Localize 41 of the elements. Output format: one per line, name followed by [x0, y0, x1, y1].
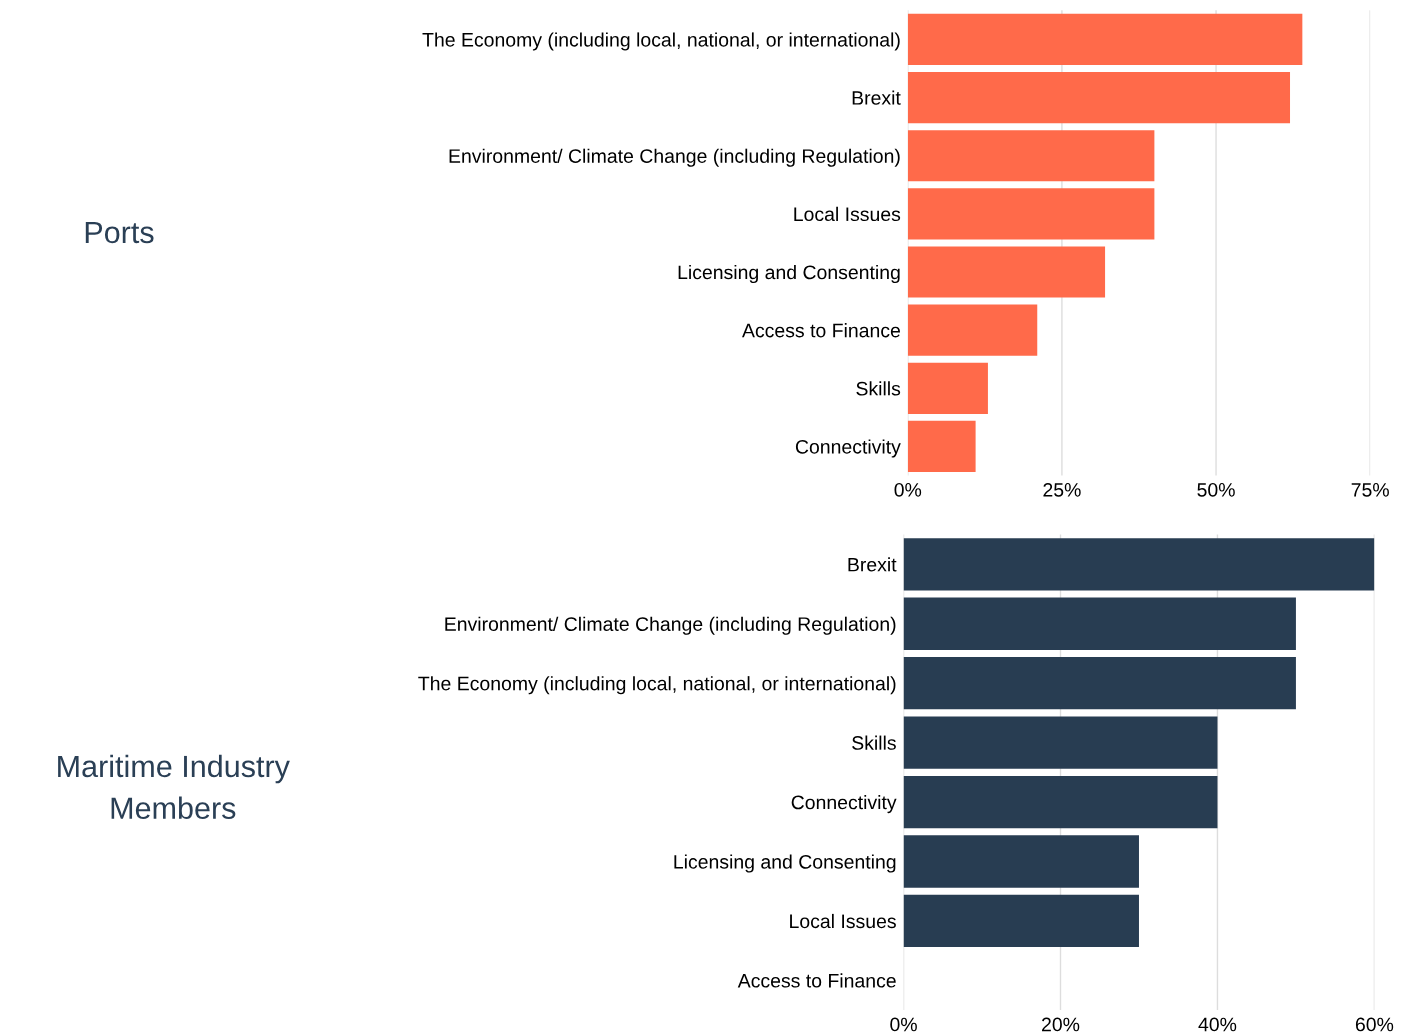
y-tick-label: Connectivity: [795, 439, 901, 458]
bar: [907, 130, 1155, 182]
bar: [907, 304, 1038, 356]
bar: [907, 13, 1303, 66]
y-tick-label: Licensing and Consenting: [678, 264, 900, 284]
y-axis-title: Maritime Industry Members: [58, 754, 290, 820]
x-tick-label: 50%: [1197, 482, 1235, 497]
y-tick-label: Access to Finance: [737, 973, 896, 988]
bar: [907, 246, 1106, 298]
bar: [903, 894, 1139, 948]
bar: [903, 835, 1139, 888]
x-tick-label: 0%: [894, 482, 922, 497]
bar: [907, 188, 1155, 240]
x-tick-label: 20%: [1042, 1017, 1080, 1032]
y-tick-label: Brexit: [852, 90, 901, 105]
bar: [903, 597, 1296, 650]
y-tick-label: Brexit: [848, 557, 897, 572]
y-tick-label: Access to Finance: [742, 323, 900, 338]
y-tick-label: Environment/ Climate Change (including Regulation): [445, 616, 896, 635]
bar: [903, 538, 1375, 591]
y-tick-label: The Economy (including local, national, or international): [418, 676, 896, 695]
x-tick-label: 0%: [890, 1017, 917, 1032]
bar: [907, 420, 976, 473]
y-tick-label: The Economy (including local, national, or international): [422, 32, 900, 51]
bar: [907, 71, 1291, 124]
bar: [903, 716, 1218, 769]
x-tick-label: 40%: [1198, 1017, 1237, 1032]
x-tick-label: 60%: [1355, 1017, 1394, 1032]
bar: [903, 657, 1296, 710]
bar: [907, 362, 988, 414]
y-tick-label: Licensing and Consenting: [674, 854, 896, 873]
x-tick-label: 25%: [1043, 482, 1081, 497]
x-tick-label: 75%: [1351, 483, 1389, 497]
y-tick-label: Skills: [852, 735, 896, 750]
y-tick-label: Local Issues: [794, 206, 901, 222]
y-tick-label: Local Issues: [790, 913, 896, 929]
y-tick-label: Environment/ Climate Change (including Regulation): [449, 148, 900, 167]
bar: [903, 775, 1218, 829]
y-tick-label: Skills: [856, 381, 901, 396]
y-axis-title: Ports: [85, 221, 154, 244]
y-tick-label: Connectivity: [791, 795, 897, 814]
